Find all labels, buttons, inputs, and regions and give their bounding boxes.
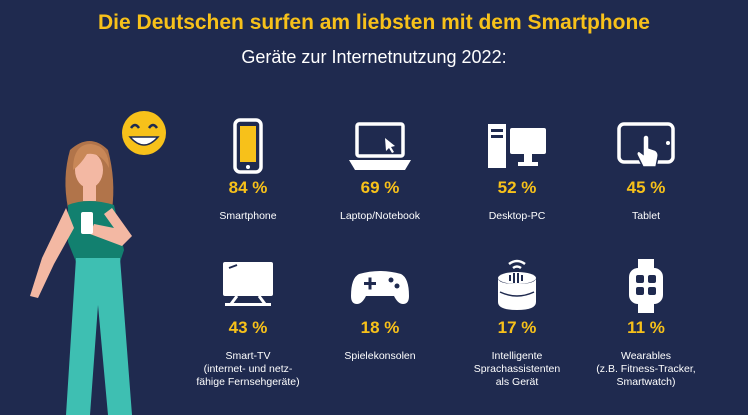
device-label: Smart-TV (internet- und netz- fähige Fer… bbox=[196, 350, 300, 388]
device-item-laptop: 69 % Laptop/Notebook bbox=[305, 118, 455, 223]
device-item-desktop-pc: 52 % Desktop-PC bbox=[442, 118, 592, 223]
device-item-wearables: 11 % Wearables (z.B. Fitness-Tracker, Sm… bbox=[571, 258, 721, 389]
smartwatch-icon bbox=[629, 259, 663, 313]
gamepad-icon bbox=[351, 271, 409, 304]
device-item-smartphone: 84 % Smartphone bbox=[173, 118, 323, 223]
smart-speaker-icon bbox=[498, 259, 536, 310]
device-item-smart-tv: 43 % Smart-TV (internet- und netz- fähig… bbox=[173, 258, 323, 389]
percentage-value: 45 % bbox=[626, 178, 666, 197]
device-item-smart-speaker: 17 % Intelligente Sprachassistenten als … bbox=[442, 258, 592, 389]
chart-title: Die Deutschen surfen am liebsten mit dem… bbox=[98, 11, 650, 34]
device-label: Tablet bbox=[631, 210, 661, 222]
device-item-gamepad: 18 % Spielekonsolen bbox=[305, 258, 455, 363]
percentage-value: 11 % bbox=[627, 318, 665, 337]
percentage-value: 43 % bbox=[228, 318, 268, 337]
smiley-icon bbox=[122, 111, 166, 155]
smart-tv-icon bbox=[223, 262, 273, 306]
device-label: Laptop/Notebook bbox=[340, 210, 420, 222]
percentage-value: 52 % bbox=[497, 178, 537, 197]
desktop-pc-icon bbox=[488, 124, 546, 168]
device-label: Wearables (z.B. Fitness-Tracker, Smartwa… bbox=[596, 350, 696, 388]
device-label: Desktop-PC bbox=[488, 210, 546, 222]
tablet-icon bbox=[617, 122, 675, 168]
percentage-value: 84 % bbox=[228, 178, 268, 197]
percentage-value: 17 % bbox=[497, 318, 537, 337]
device-item-tablet: 45 % Tablet bbox=[571, 118, 721, 223]
smartphone-icon bbox=[233, 118, 263, 174]
percentage-value: 18 % bbox=[360, 318, 400, 337]
device-label: Spielekonsolen bbox=[344, 350, 416, 362]
device-label: Intelligente Sprachassistenten als Gerät bbox=[473, 350, 561, 388]
chart-subtitle: Geräte zur Internetnutzung 2022: bbox=[241, 47, 507, 67]
device-label: Smartphone bbox=[219, 210, 277, 222]
percentage-value: 69 % bbox=[360, 178, 400, 197]
laptop-icon bbox=[349, 122, 411, 170]
